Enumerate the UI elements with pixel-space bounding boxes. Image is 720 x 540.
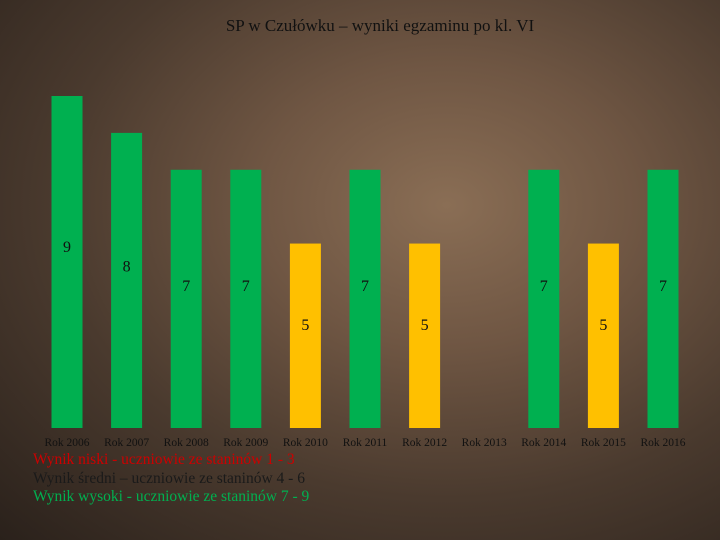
x-tick-label: Rok 2011 [343,437,388,449]
data-label: 7 [242,278,250,295]
data-label: 5 [421,317,429,334]
bar-rok-2007 [111,132,143,428]
legend-low: Wynik niski - uczniowie ze staninów 1 - … [33,451,295,468]
data-label: 7 [182,278,190,295]
bar-rok-2016 [647,169,679,428]
bar-rok-2009 [230,169,262,428]
bar-rok-2010 [289,243,321,428]
data-label: 7 [659,278,667,295]
x-tick-label: Rok 2010 [283,437,328,449]
x-tick-label: Rok 2016 [640,437,685,449]
chart-title: SP w Czułówku – wyniki egzaminu po kl. V… [225,16,535,35]
legend-medium: Wynik średni – uczniowie ze staninów 4 -… [33,469,305,487]
x-tick-label: Rok 2012 [402,437,447,449]
x-tick-label: Rok 2008 [164,437,209,449]
bar-rok-2012 [409,243,441,428]
x-tick-label: Rok 2007 [104,437,149,449]
bar-rok-2008 [170,169,202,428]
data-label: 7 [540,278,548,295]
data-label: 9 [63,239,71,256]
bar-rok-2011 [349,169,381,428]
legend: Wynik niski - uczniowie ze staninów 1 - … [33,451,309,507]
x-tick-label: Rok 2013 [462,437,507,449]
bar-rok-2015 [587,243,619,428]
bar-rok-2006 [51,96,83,428]
data-label: 5 [599,317,607,334]
x-tick-label: Rok 2014 [521,437,566,449]
x-tick-label: Rok 2015 [581,437,626,449]
legend-high: Wynik wysoki - uczniowie ze staninów 7 -… [33,488,310,505]
data-label: 7 [361,278,369,295]
x-tick-label: Rok 2009 [223,437,268,449]
x-tick-label: Rok 2006 [44,437,89,449]
bar-rok-2014 [528,169,560,428]
data-label: 8 [123,259,131,276]
data-label: 5 [301,317,309,334]
